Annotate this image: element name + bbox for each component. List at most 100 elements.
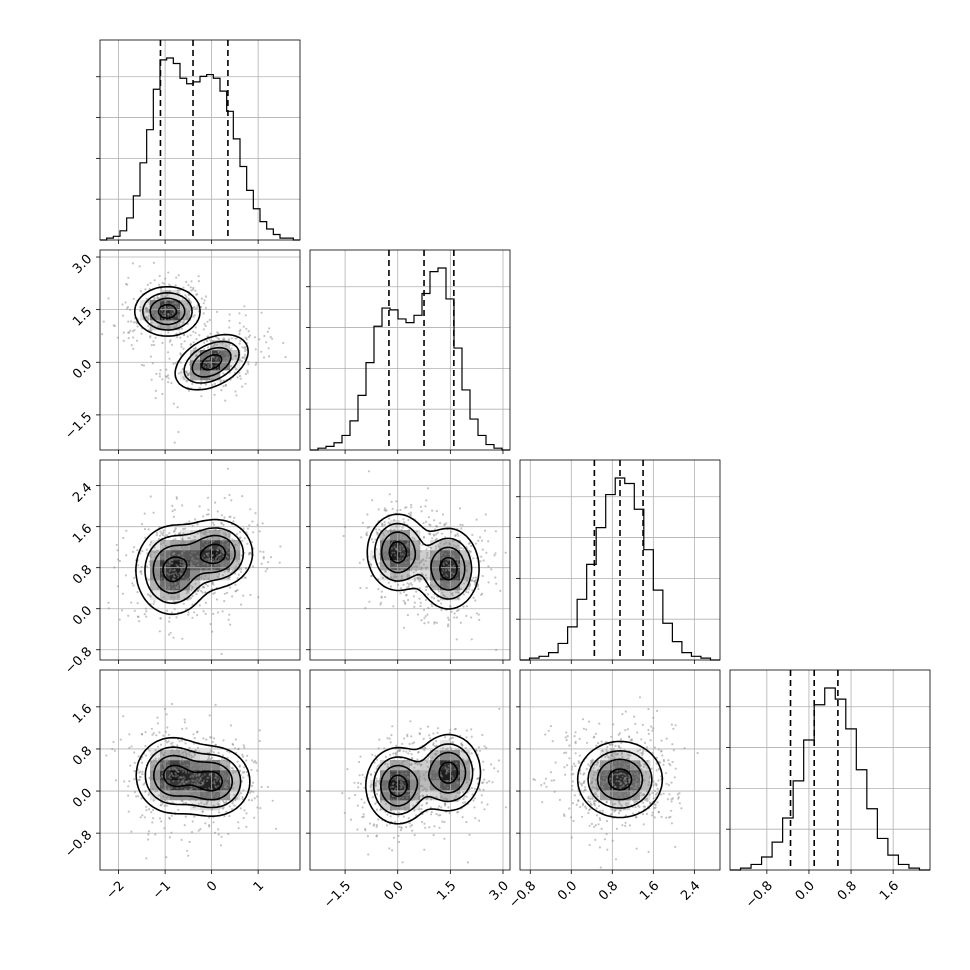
- scatter-point: [224, 558, 227, 561]
- contour-fill-cell: [473, 553, 478, 558]
- scatter-point: [205, 373, 208, 376]
- grid-lines: [310, 250, 510, 450]
- density-cell: [230, 770, 241, 781]
- contour-fill-cell: [176, 530, 181, 534]
- contour-fill-cell: [180, 380, 184, 384]
- contour-fill-cell: [616, 813, 621, 818]
- contour-fill-cell: [453, 803, 458, 808]
- scatter-point: [203, 348, 206, 351]
- scatter-point: [170, 382, 173, 385]
- scatter-point: [165, 375, 168, 378]
- contour-fill-cell: [400, 816, 404, 821]
- contour-fill-cell: [230, 753, 234, 758]
- contour-fill-cell: [420, 750, 424, 754]
- contour-fill-cell: [376, 536, 381, 541]
- scatter-point: [220, 379, 223, 382]
- contour-fill-cell: [426, 803, 431, 808]
- contour-fill-cell: [416, 753, 421, 758]
- scatter-point: [192, 341, 195, 344]
- scatter-point: [181, 504, 184, 507]
- contour-fill-cell: [463, 593, 468, 598]
- contour-fill-cell: [146, 293, 151, 298]
- scatter-point: [164, 308, 168, 311]
- scatter-point: [185, 578, 188, 581]
- contour-fill-cell: [376, 803, 381, 808]
- contour-fill-cell: [370, 800, 374, 804]
- contour-fill-cell: [403, 813, 408, 818]
- contour-fill-cell: [390, 586, 394, 591]
- contour-fill-cell: [146, 783, 151, 788]
- scatter-point: [245, 327, 248, 330]
- contour-fill-cell: [190, 316, 194, 321]
- contour-fill-cell: [240, 573, 244, 578]
- scatter-point: [161, 317, 164, 320]
- density-cell: [390, 530, 401, 541]
- contour-fill-cell: [373, 800, 378, 804]
- density-cell: [380, 780, 391, 791]
- contour-fill-cell: [200, 526, 204, 531]
- contour-fill-cell: [473, 573, 478, 578]
- contour-fill-cell: [176, 743, 181, 748]
- density-cell: [620, 750, 631, 761]
- contour-fill-cell: [146, 763, 151, 768]
- contour-fill-cell: [380, 580, 384, 584]
- contour-fill-cell: [140, 296, 144, 301]
- contour-fill-cell: [596, 806, 601, 811]
- scatter-point: [181, 322, 184, 325]
- contour-fill-cell: [206, 346, 211, 351]
- contour-fill-cell: [156, 800, 161, 804]
- density-cell: [460, 750, 471, 761]
- scatter-point: [188, 371, 192, 375]
- contour-fill-cell: [186, 380, 191, 384]
- scatter-point: [191, 382, 194, 386]
- scatter-point: [230, 337, 233, 340]
- scatter-point: [167, 306, 171, 309]
- contour-fill-cell: [206, 813, 211, 818]
- contour-fill-cell: [473, 770, 478, 774]
- scatter-point: [218, 529, 221, 532]
- contour-fill-cell: [636, 806, 641, 811]
- contour-fill-cell: [423, 540, 428, 544]
- scatter-point: [182, 376, 185, 379]
- scatter-point: [206, 358, 209, 361]
- contour-fill-cell: [580, 786, 584, 791]
- contour-fill-cell: [616, 810, 621, 814]
- contour-fill-cell: [653, 776, 658, 781]
- contour-fill-cell: [393, 586, 398, 591]
- contour-fill-cell: [196, 343, 201, 348]
- contour-fill-cell: [200, 580, 204, 584]
- contour-fill-cell: [216, 583, 221, 588]
- contour-fill-cell: [193, 596, 198, 601]
- density-cell: [440, 770, 451, 781]
- contour-fill-cell: [650, 796, 654, 801]
- contour-fill-cell: [623, 743, 628, 748]
- contour-fill-cell: [143, 766, 148, 771]
- density-cell: [170, 550, 181, 561]
- scatter-point: [211, 521, 215, 524]
- contour-fill-cell: [456, 743, 461, 748]
- contour-fill-cell: [193, 526, 198, 531]
- density-cell: [610, 780, 621, 791]
- contour-fill-cell: [233, 753, 238, 758]
- scatter-point: [207, 377, 210, 380]
- contour-fill-cell: [423, 803, 428, 808]
- scatter-point: [168, 616, 171, 619]
- scatter-point: [121, 303, 124, 306]
- contour-fill-cell: [213, 520, 218, 524]
- contour-fill-cell: [186, 806, 191, 811]
- density-cell: [170, 300, 181, 311]
- scatter-point: [165, 599, 168, 603]
- contour-fill-cell: [243, 533, 248, 538]
- contour-fill-cell: [383, 516, 388, 521]
- contour-fill-cell: [226, 526, 231, 531]
- scatter-point: [139, 309, 142, 312]
- density-cell: [450, 550, 461, 561]
- contour-fill-cell: [586, 766, 591, 771]
- contour-fill-cell: [383, 756, 388, 761]
- contour-fill-cell: [170, 806, 174, 811]
- contour-fill-cell: [406, 523, 411, 528]
- scatter-point: [219, 381, 222, 384]
- contour-fill-cell: [140, 783, 144, 788]
- contour-fill-cell: [593, 750, 598, 754]
- contour-fill-cell: [463, 743, 468, 748]
